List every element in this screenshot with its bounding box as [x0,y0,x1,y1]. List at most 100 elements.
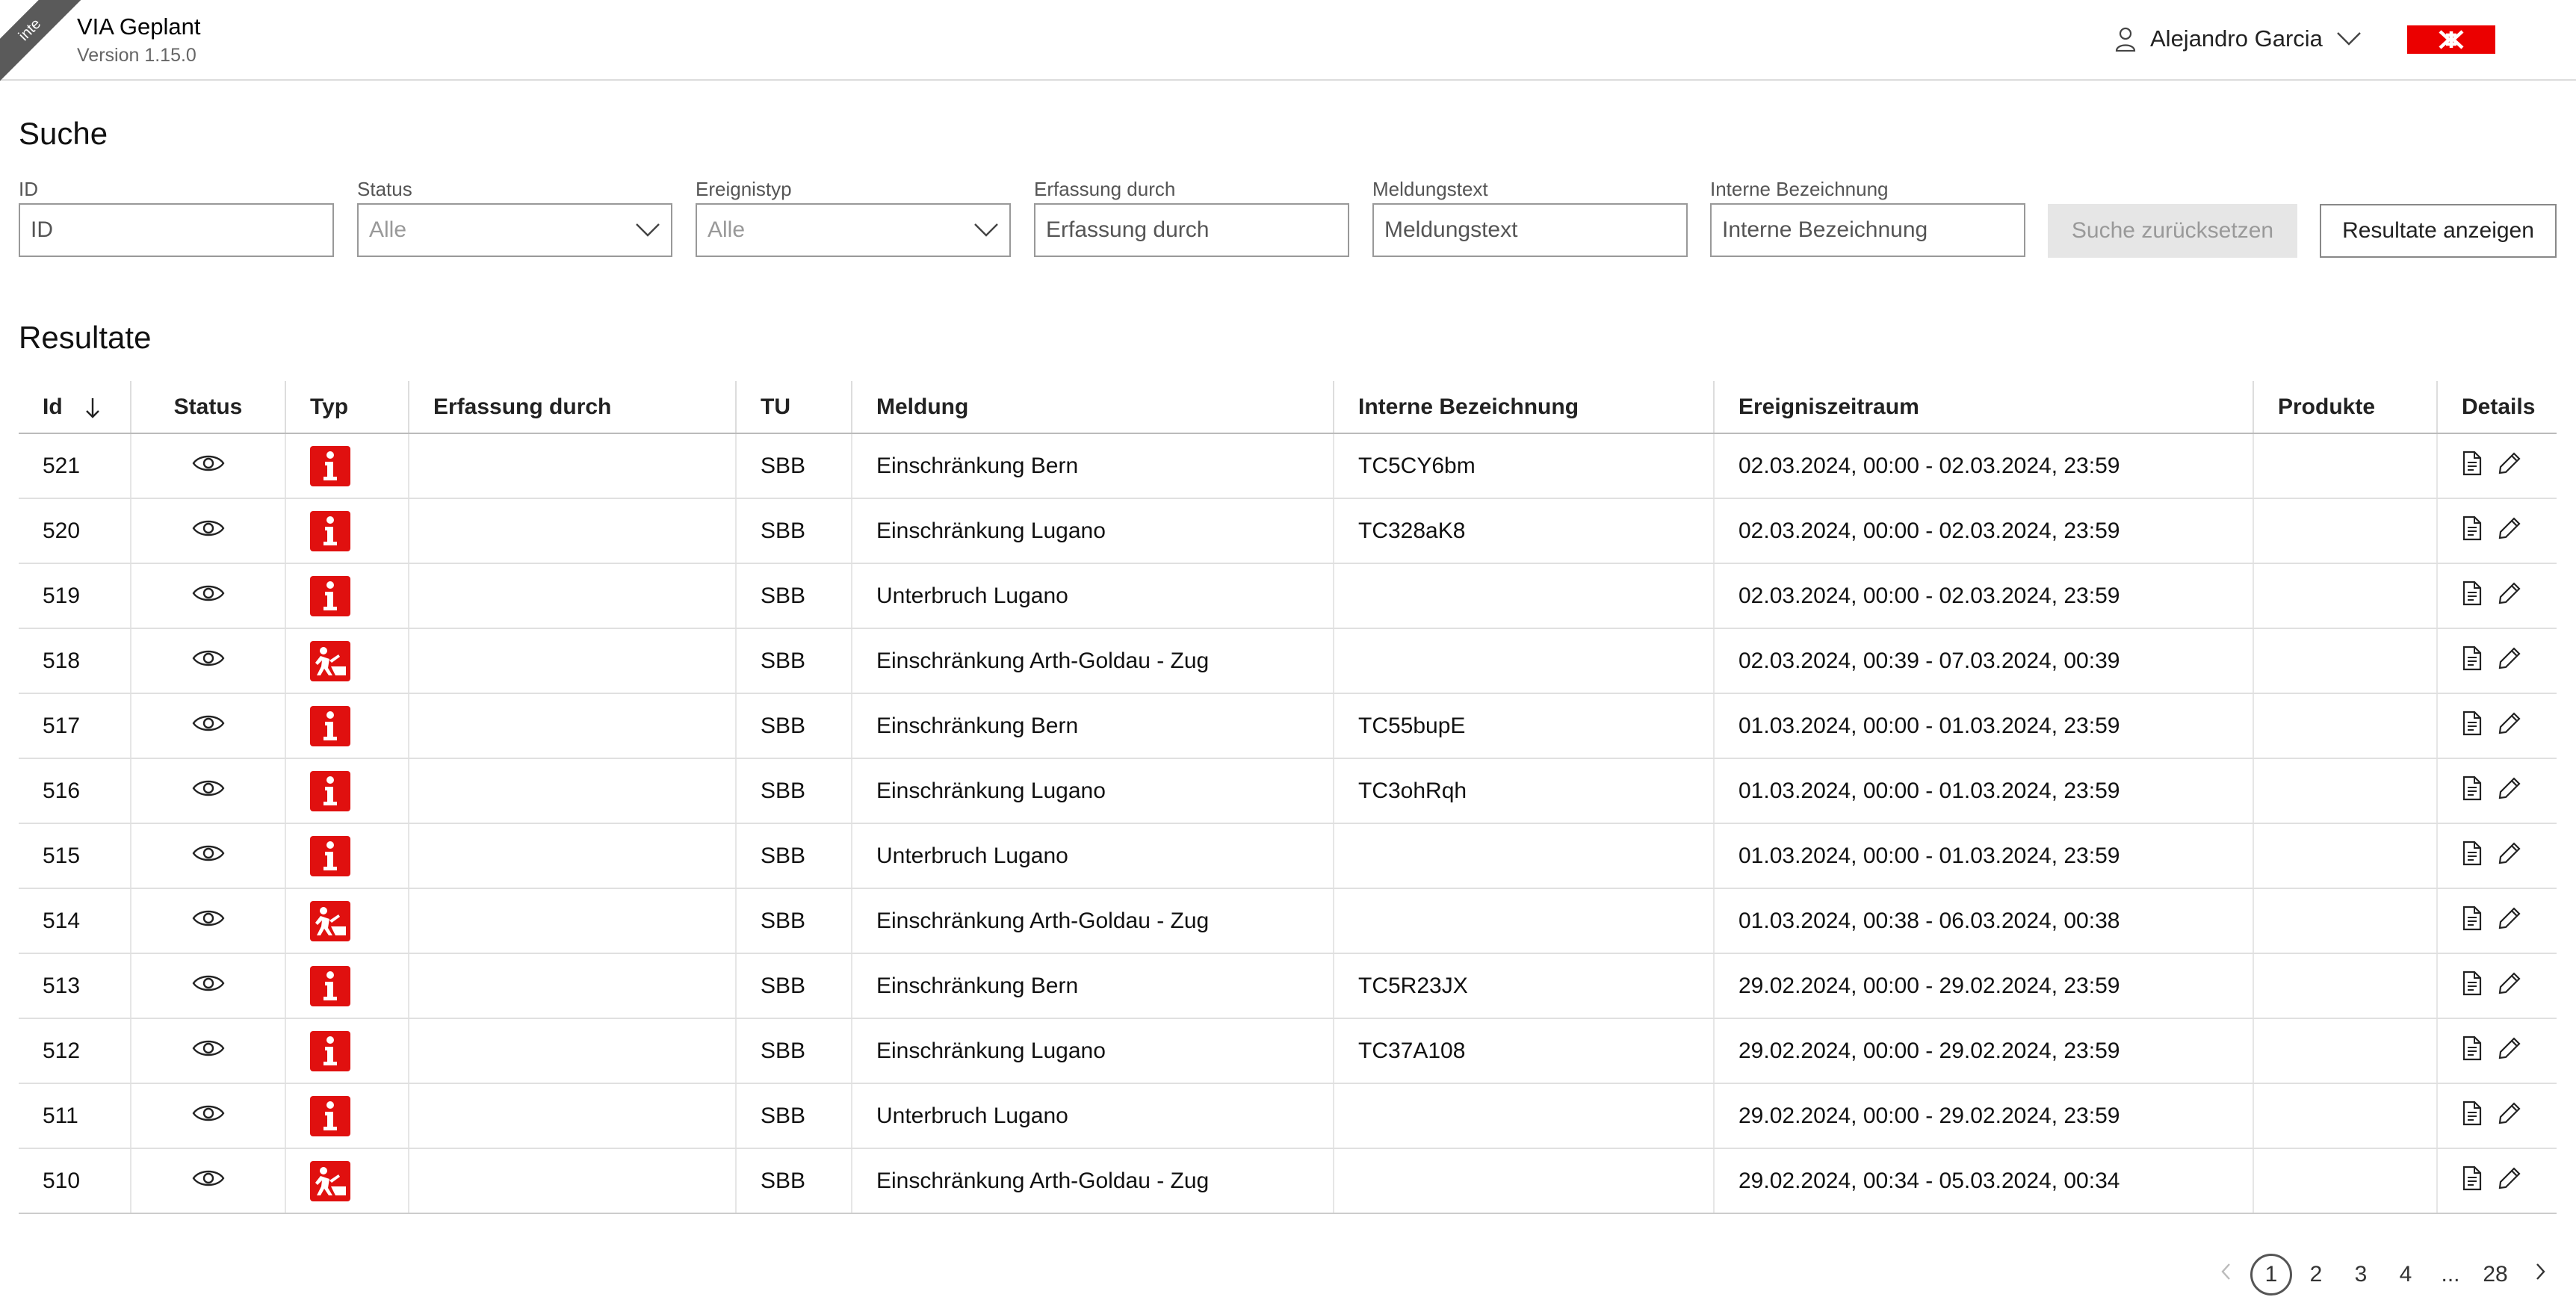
document-icon[interactable] [2462,451,2483,476]
page-1[interactable]: 1 [2250,1254,2292,1296]
row-zeitraum: 01.03.2024, 00:00 - 01.03.2024, 23:59 [1714,758,2254,824]
eye-icon[interactable] [192,453,225,474]
row-type [285,1018,409,1084]
show-results-button[interactable]: Resultate anzeigen [2320,204,2557,258]
row-status[interactable] [131,433,286,499]
eye-icon[interactable] [192,1168,225,1189]
row-erfassung [409,758,737,824]
pencil-icon[interactable] [2498,971,2521,995]
pencil-icon[interactable] [2498,1101,2521,1125]
eye-icon[interactable] [192,843,225,864]
table-row: 521 SBB Einschränkung Bern TC5CY6bm 02.03.20… [19,433,2557,499]
row-interne [1334,1083,1715,1149]
row-status[interactable] [131,1148,286,1214]
document-icon[interactable] [2462,906,2483,931]
page-3[interactable]: 3 [2354,1262,2368,1287]
id-filter: ID [19,178,334,257]
erfassung-input[interactable] [1034,203,1349,257]
user-menu[interactable]: Alejandro Garcia [2114,22,2362,55]
row-status[interactable] [131,953,286,1019]
eye-icon[interactable] [192,713,225,734]
reset-search-button[interactable]: Suche zurücksetzen [2048,204,2297,258]
page-28[interactable]: 28 [2483,1262,2508,1287]
table-row: 519 SBB Unterbruch Lugano 02.03.2024, 00:00… [19,563,2557,629]
row-details [2437,498,2557,564]
row-status[interactable] [131,563,286,629]
row-status[interactable] [131,888,286,954]
app-title: VIA Geplant [77,13,201,40]
pencil-icon[interactable] [2498,1036,2521,1060]
chevron-left-icon[interactable] [2204,1261,2249,1288]
pencil-icon[interactable] [2498,841,2521,865]
chevron-down-icon [636,223,660,237]
row-status[interactable] [131,1018,286,1084]
pencil-icon[interactable] [2498,1166,2521,1190]
pencil-icon[interactable] [2498,451,2521,475]
row-id: 519 [19,563,131,629]
document-icon[interactable] [2462,1101,2483,1126]
eye-icon[interactable] [192,973,225,994]
pencil-icon[interactable] [2498,711,2521,735]
row-status[interactable] [131,693,286,759]
document-icon[interactable] [2462,841,2483,866]
row-produkte [2253,693,2438,759]
eye-icon[interactable] [192,1103,225,1124]
pagination: 1 2 3 4 ... 28 [2204,1252,2563,1297]
row-interne [1334,1148,1715,1214]
row-interne: TC3ohRqh [1334,758,1715,824]
document-icon[interactable] [2462,776,2483,801]
pencil-icon[interactable] [2498,581,2521,605]
row-id: 513 [19,953,131,1019]
document-icon[interactable] [2462,1036,2483,1061]
document-icon[interactable] [2462,711,2483,736]
row-type [285,433,409,499]
column-header-details: Details [2437,381,2557,434]
document-icon[interactable] [2462,971,2483,996]
eye-icon[interactable] [192,583,225,604]
pencil-icon[interactable] [2498,516,2521,540]
id-input[interactable] [19,203,334,257]
row-type [285,888,409,954]
eye-icon[interactable] [192,1038,225,1059]
results-table: Id Status Typ Erfassung durch TU Meldung… [19,381,2557,1214]
sort-down-arrow-icon[interactable] [84,397,102,419]
meldungstext-input[interactable] [1372,203,1688,257]
status-filter-label: Status [357,178,412,200]
detail-actions [2462,841,2521,866]
pencil-icon[interactable] [2498,646,2521,670]
ereignistyp-select[interactable]: Alle [696,203,1011,257]
eye-icon[interactable] [192,518,225,539]
page-2[interactable]: 2 [2309,1262,2323,1287]
type-badge [310,1095,350,1136]
row-status[interactable] [131,1083,286,1149]
document-icon[interactable] [2462,516,2483,541]
row-status[interactable] [131,823,286,889]
row-produkte [2253,888,2438,954]
row-id: 515 [19,823,131,889]
document-icon[interactable] [2462,1166,2483,1191]
eye-icon[interactable] [192,908,225,929]
status-filter: Status Alle [357,178,672,257]
row-status[interactable] [131,498,286,564]
row-status[interactable] [131,758,286,824]
row-produkte [2253,628,2438,694]
column-header-id[interactable]: Id [19,381,131,434]
detail-actions [2462,711,2521,736]
row-interne [1334,563,1715,629]
eye-icon[interactable] [192,778,225,799]
status-select[interactable]: Alle [357,203,672,257]
row-interne: TC37A108 [1334,1018,1715,1084]
document-icon[interactable] [2462,581,2483,606]
page-4[interactable]: 4 [2399,1262,2412,1287]
results-body: 521 SBB Einschränkung Bern TC5CY6bm 02.03.20… [19,433,2557,1214]
pencil-icon[interactable] [2498,906,2521,930]
interne-input[interactable] [1710,203,2025,257]
document-icon[interactable] [2462,646,2483,671]
chevron-right-icon[interactable] [2518,1261,2563,1288]
pencil-icon[interactable] [2498,776,2521,800]
row-type [285,498,409,564]
row-status[interactable] [131,628,286,694]
eye-icon[interactable] [192,648,225,669]
table-row: 520 SBB Einschränkung Lugano TC328aK8 02.03.… [19,498,2557,564]
row-interne [1334,823,1715,889]
